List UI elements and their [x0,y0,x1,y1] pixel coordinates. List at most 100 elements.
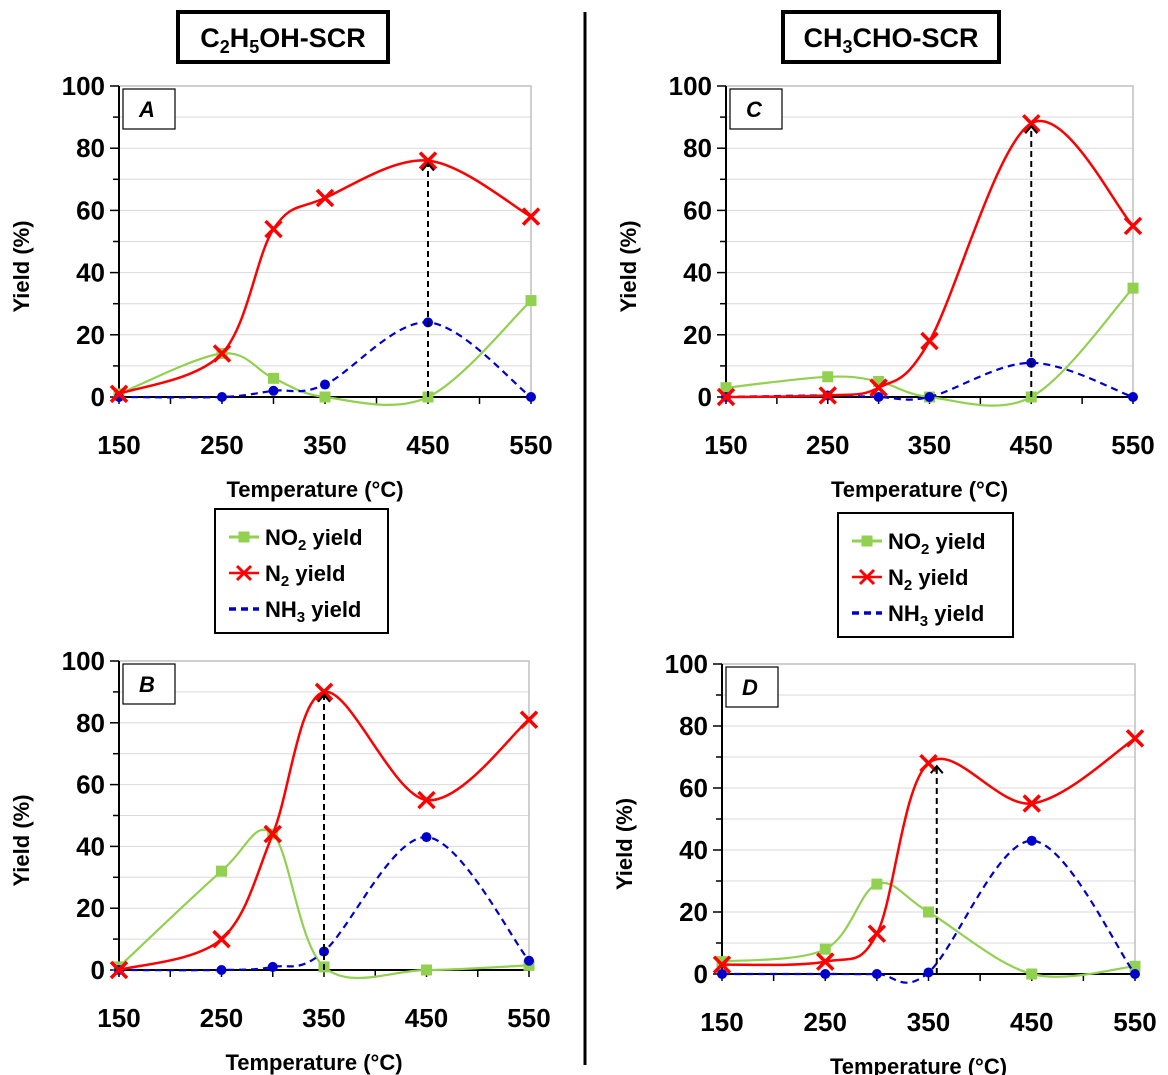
panel-label: A [138,97,155,122]
y-axis-label: Yield (%) [9,794,34,886]
y-tick-label: 0 [694,959,708,989]
point-n2 [816,952,835,971]
panel-label: D [742,675,758,700]
point-no2 [268,372,279,384]
point-no2 [819,943,831,955]
y-tick-label: 100 [62,71,105,101]
y-tick-label: 60 [76,770,105,800]
x-tick-label: 350 [908,430,951,460]
x-tick-label: 550 [1113,1007,1156,1037]
y-tick-label: 40 [76,258,105,288]
point-nh3 [268,385,279,396]
point-n2 [263,824,282,844]
point-n2 [716,387,736,407]
title-left-part1: C [200,23,220,53]
x-tick-label: 550 [509,430,552,460]
point-n2 [212,344,232,363]
panel-label: C [746,97,763,122]
point-n2 [1022,114,1041,133]
point-no2 [1127,282,1139,294]
point-nh3 [923,967,934,978]
svg-text:C2H5OH-SCR: C2H5OH-SCR [200,23,366,57]
y-axis-label: Yield (%) [9,220,34,312]
point-no2 [822,371,834,383]
point-no2 [871,878,883,890]
point-n2 [920,331,939,351]
y-tick-label: 0 [91,955,105,985]
y-tick-label: 100 [665,649,708,679]
point-n2 [417,790,436,810]
y-tick-label: 40 [76,831,105,861]
y-tick-label: 20 [76,893,105,923]
point-nh3 [871,969,882,979]
x-tick-label: 450 [1010,430,1053,460]
panel-label-box [729,88,783,130]
point-n2 [264,219,283,239]
x-tick-label: 350 [302,1003,345,1033]
point-n2 [867,924,887,943]
legend-swatch-marker [238,531,250,543]
y-tick-label: 0 [698,382,712,412]
point-nh3 [216,965,227,975]
legend-label: N2 yield [265,561,345,590]
title-left-sub1: 2 [220,37,230,57]
point-nh3 [1130,969,1140,979]
legend-label: NO2 yield [888,529,986,558]
y-tick-label: 80 [76,708,105,738]
point-nh3 [267,961,278,972]
x-axis-label: Temperature (°C) [830,1054,1007,1075]
title-left-part2: H [230,23,250,53]
legend-right: NO2 yield N2 yield NH3 yield [837,512,1014,638]
panel-label-box [725,666,779,708]
point-nh3 [924,392,935,402]
column-title-right: CH3CHO-SCR [781,10,1001,64]
panel-label-box [122,663,176,705]
legend-left: NO2 yield N2 yield NH3 yield [214,508,389,634]
x-tick-label: 450 [1010,1007,1053,1037]
series-line-nh3 [725,361,1134,401]
point-no2 [720,382,732,394]
series-line-n2 [118,159,532,396]
y-tick-label: 80 [76,133,105,163]
x-tick-label: 550 [1111,430,1154,460]
point-n2 [212,929,231,949]
legends: NO2 yield N2 yield NH3 yield NO2 yield N2 yi… [214,508,1014,638]
chart-A: 0 20 40 60 80 100 150 250 350 450 550 Temperature (… [9,71,553,502]
x-axis-label: Temperature (°C) [225,1050,402,1075]
series-line-no2 [721,881,1136,978]
point-nh3 [421,832,432,843]
point-no2 [216,865,227,877]
x-tick-label: 450 [405,1003,448,1033]
point-n2 [919,753,938,773]
point-n2 [818,386,837,405]
point-n2 [315,188,335,208]
x-tick-label: 250 [806,430,849,460]
y-tick-label: 80 [683,133,712,163]
y-tick-label: 60 [76,195,105,225]
point-no2 [525,295,537,307]
chart-B: 0 20 40 60 80 100 150 250 350 450 550 Temperature (… [9,646,551,1075]
y-tick-label: 20 [76,320,105,350]
series-line-n2 [725,119,1134,399]
y-axis-label: Yield (%) [612,798,637,890]
point-nh3 [873,392,884,402]
point-no2 [319,391,331,403]
series-line-nh3 [118,321,532,399]
series-line-n2 [721,737,1136,967]
point-n2 [1022,794,1041,813]
point-no2 [716,956,728,968]
legend-label: NH3 yield [265,597,361,626]
y-tick-label: 0 [91,382,105,412]
x-tick-label: 450 [406,430,449,460]
point-n2 [1123,216,1143,236]
legend-label: NH3 yield [888,601,984,630]
y-tick-label: 40 [679,835,708,865]
point-nh3 [320,379,330,390]
y-tick-label: 20 [679,897,708,927]
x-tick-label: 550 [507,1003,550,1033]
point-no2 [421,964,432,976]
y-tick-label: 60 [679,773,708,803]
point-n2 [521,207,541,226]
y-tick-label: 60 [683,195,712,225]
